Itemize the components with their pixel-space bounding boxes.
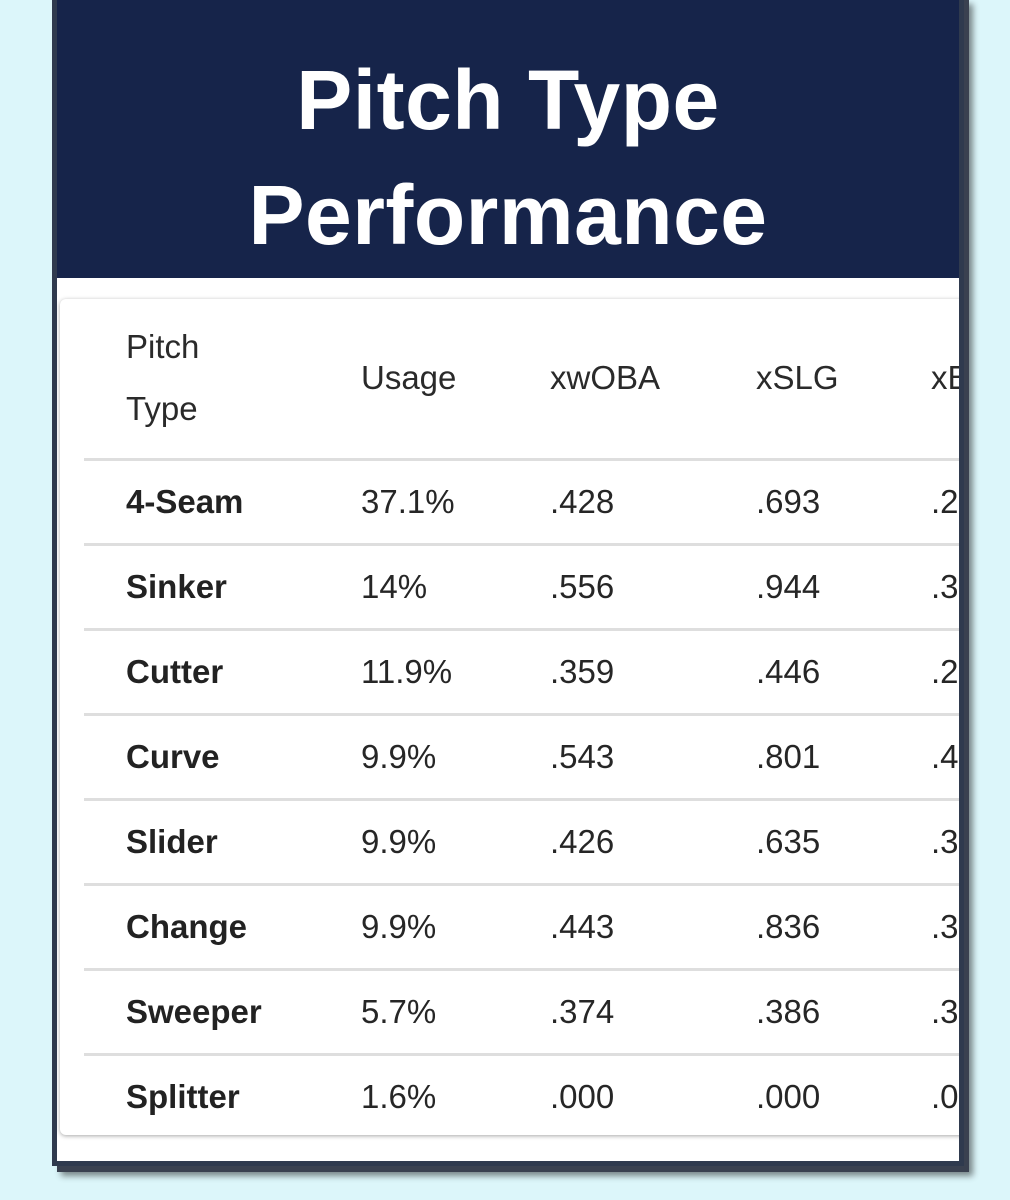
title-banner: Pitch Type Performance [57, 0, 959, 278]
cell-xslg: .635 [714, 799, 889, 886]
cell-usage: 37.1% [319, 459, 508, 546]
cell-xwoba: .428 [508, 459, 714, 546]
pitch-performance-card: Pitch Type Performance Pitch Type Usage … [52, 0, 964, 1166]
cell-pitch: Splitter [126, 1078, 240, 1116]
cell-usage: 11.9% [319, 629, 508, 716]
cell-pitch: Cutter [84, 629, 319, 716]
cell-xba: .40 [889, 714, 959, 801]
cell-xslg: .386 [714, 969, 889, 1056]
cell-xwoba: .556 [508, 544, 714, 631]
table-container[interactable]: Pitch Type Usage xwOBA xSLG xBA 4-Seam37… [60, 299, 959, 1135]
cell-xslg: .000 [756, 1078, 821, 1116]
cell-xslg: .836 [714, 884, 889, 971]
column-header-xba[interactable]: xBA [889, 299, 959, 461]
cell-usage: 9.9% [319, 714, 508, 801]
table-body: 4-Seam37.1%.428.693.26Sinker14%.556.944.… [84, 459, 959, 1135]
cell-usage: 9.9% [319, 799, 508, 886]
cell-xwoba: .359 [508, 629, 714, 716]
cell-usage: 1.6% [361, 1078, 437, 1116]
cell-xslg: .944 [714, 544, 889, 631]
column-header-xwoba[interactable]: xwOBA [508, 299, 714, 461]
column-header-pitch-type[interactable]: Pitch Type [84, 299, 319, 461]
cell-xba: .32 [889, 799, 959, 886]
cell-xba: .32 [889, 969, 959, 1056]
column-header-pitch-line-1: Pitch [126, 328, 200, 366]
cell-pitch: Curve [84, 714, 319, 801]
cell-xwoba: .443 [508, 884, 714, 971]
title-line-1: Pitch Type [296, 53, 720, 147]
table-header-row: Pitch Type Usage xwOBA xSLG xBA [84, 299, 959, 461]
column-header-usage[interactable]: Usage [319, 299, 508, 461]
cell-usage: 5.7% [319, 969, 508, 1056]
cell-pitch: Slider [84, 799, 319, 886]
cell-pitch: Sinker [84, 544, 319, 631]
cell-xba: .25 [889, 629, 959, 716]
cell-xba: .33 [889, 544, 959, 631]
cell-pitch: Sweeper [84, 969, 319, 1056]
cell-pitch: Change [84, 884, 319, 971]
cell-usage: 14% [319, 544, 508, 631]
title-line-2: Performance [248, 168, 768, 262]
cell-xslg: .693 [714, 459, 889, 546]
cell-xwoba: .426 [508, 799, 714, 886]
cell-xslg: .801 [714, 714, 889, 801]
pitch-type-table: Pitch Type Usage xwOBA xSLG xBA 4-Seam37… [84, 299, 959, 1135]
cell-usage: 9.9% [319, 884, 508, 971]
cell-xwoba: .543 [508, 714, 714, 801]
cell-xslg: .446 [714, 629, 889, 716]
column-header-xslg[interactable]: xSLG [714, 299, 889, 461]
cell-pitch: 4-Seam [84, 459, 319, 546]
cell-xwoba: .000 [550, 1078, 615, 1116]
cell-xba: .00 [931, 1078, 959, 1116]
page-title: Pitch Type Performance [57, 43, 959, 273]
column-header-pitch-line-2: Type [126, 390, 198, 428]
cell-xwoba: .374 [508, 969, 714, 1056]
cell-xba: .26 [889, 459, 959, 546]
table-row: Splitter 1.6% .000 .000 .00 [84, 1054, 959, 1135]
cell-xba: .34 [889, 884, 959, 971]
